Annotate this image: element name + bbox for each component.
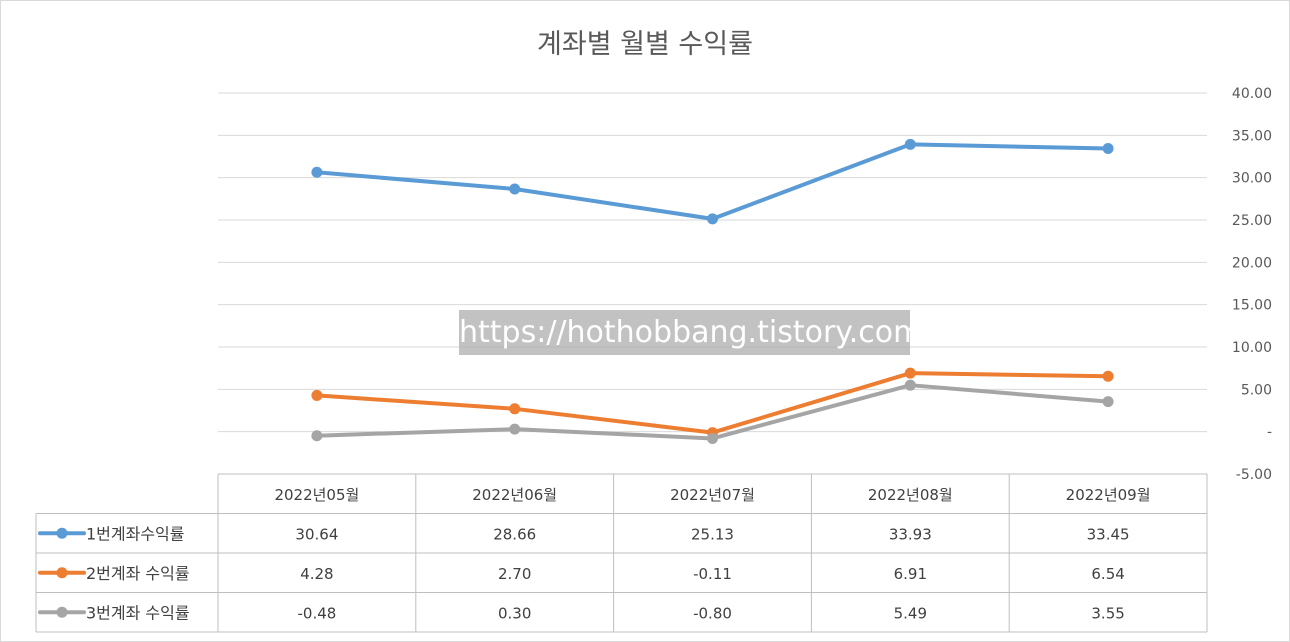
legend-label: 2번계좌 수익률 [86,564,190,583]
watermark: https://hothobbang.tistory.com [459,310,922,355]
y-tick-label: 25.00 [1232,213,1272,229]
data-table-value: 33.45 [1087,525,1130,543]
y-axis-ticks: 40.00 35.00 30.00 25.00 20.00 15.00 10.00 5.00 -… [1232,86,1272,483]
data-table-value: 30.64 [295,525,338,543]
data-point [904,379,916,391]
x-category-label: 2022년07월 [670,486,755,504]
y-tick-label: 10.00 [1232,340,1272,356]
data-table-value: -0.11 [693,565,732,583]
y-tick-label: 35.00 [1232,128,1272,144]
chart-title: 계좌별 월별 수익률 [537,29,753,60]
data-table-value: 28.66 [493,525,536,543]
data-table-value: 33.93 [889,525,932,543]
data-point [707,432,718,444]
data-table-value: -0.80 [693,604,732,622]
data-table-value: 2.70 [498,565,531,583]
x-category-label: 2022년09월 [1066,486,1151,504]
data-point [707,213,718,225]
gridlines [218,92,1207,433]
data-table-value: 0.30 [498,604,531,622]
data-table-value: 4.28 [300,565,333,583]
data-point [311,430,323,442]
data-table-value: 5.49 [894,604,927,622]
legend-key-marker [56,606,68,618]
data-point [311,166,323,178]
data-point [509,423,521,435]
x-category-label: 2022년06월 [472,486,557,504]
legend-key-marker [56,527,68,539]
y-tick-label: 15.00 [1232,298,1272,314]
data-point [904,367,916,379]
series-lines [311,138,1114,444]
series-line [314,371,1111,435]
data-point [904,138,916,150]
data-table-value: 3.55 [1091,604,1124,622]
y-tick-label: 40.00 [1232,86,1272,102]
y-tick-label: - [1267,425,1272,441]
data-point [509,403,521,415]
data-table-value: -0.48 [297,604,336,622]
x-category-label: 2022년08월 [868,486,953,504]
data-point [1102,396,1114,408]
x-category-label: 2022년05월 [274,486,359,504]
data-point [1102,142,1114,154]
data-point [1102,370,1114,382]
legend-key-marker [56,567,68,579]
y-tick-label: 5.00 [1241,382,1272,398]
y-tick-label: 30.00 [1232,171,1272,187]
legend-label: 1번계좌수익률 [86,524,185,543]
y-tick-label: 20.00 [1232,255,1272,271]
y-tick-label: -5.00 [1236,467,1272,483]
data-point [509,183,521,195]
data-table: 2022년05월 2022년06월 2022년07월 2022년08월 2022년09월… [35,473,1208,633]
data-table-value: 6.54 [1091,565,1124,583]
series-line [314,142,1111,221]
data-table-value: 6.91 [894,565,927,583]
data-point [311,389,323,401]
legend-label: 3번계좌 수익률 [86,603,190,622]
data-table-value: 25.13 [691,525,734,543]
